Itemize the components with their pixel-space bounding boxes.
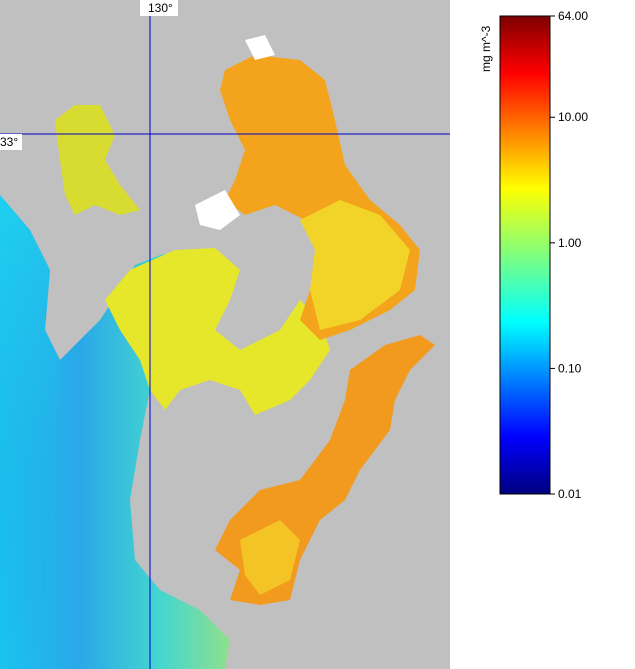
map: 130° 33° xyxy=(0,0,450,669)
colorbar-tick-label: 1.00 xyxy=(558,236,582,250)
bay-inner xyxy=(300,200,410,330)
colorbar-title: mg m^-3 xyxy=(479,25,493,72)
label-bg xyxy=(140,0,178,16)
colorbar-tick-label: 0.01 xyxy=(558,487,582,501)
colorbar-tick-label: 10.00 xyxy=(558,110,588,124)
sea xyxy=(105,248,330,415)
longitude-label: 130° xyxy=(148,1,173,15)
ocean-shade xyxy=(0,195,60,669)
colorbar-scale xyxy=(499,15,551,495)
bay-nw xyxy=(55,105,140,215)
colorbar-tick-label: 0.10 xyxy=(558,361,582,375)
latitude-label: 33° xyxy=(0,135,18,149)
colorbar: mg m^-3 64.00 10.00 1.00 0.10 0.01 xyxy=(479,9,588,501)
bay-se-inner xyxy=(240,520,300,595)
label-bg xyxy=(0,134,22,150)
colorbar-tick-label: 64.00 xyxy=(558,9,588,23)
no-data xyxy=(195,190,240,230)
no-data xyxy=(245,35,275,60)
